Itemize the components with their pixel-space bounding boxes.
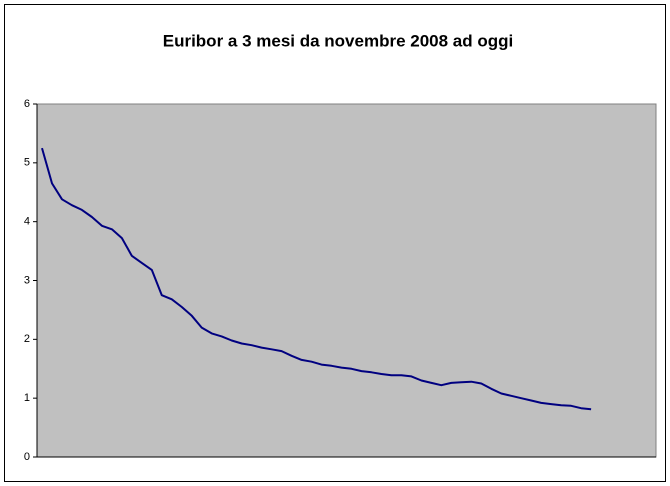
plot-area (36, 103, 657, 458)
y-tick-label: 6 (24, 98, 30, 110)
y-tick-label: 2 (24, 333, 30, 345)
y-tick-label: 3 (24, 274, 30, 286)
y-tick-label: 1 (24, 392, 30, 404)
y-tick-label: 5 (24, 157, 30, 169)
y-tick-label: 4 (24, 216, 30, 228)
y-tick-label: 0 (24, 451, 30, 463)
chart-title: Euribor a 3 mesi da novembre 2008 ad ogg… (163, 31, 514, 50)
line-series (41, 147, 592, 411)
